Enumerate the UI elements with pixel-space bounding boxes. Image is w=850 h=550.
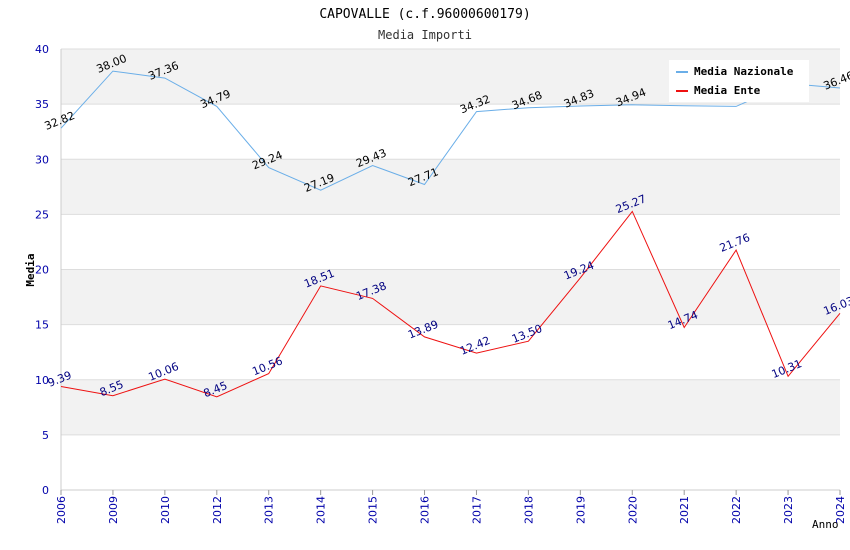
y-tick-label: 25 <box>35 208 49 221</box>
grid-band <box>61 159 840 215</box>
legend-label: Media Ente <box>694 84 761 97</box>
x-tick-label: 2021 <box>678 496 691 524</box>
grid-band <box>61 379 840 435</box>
grid-band <box>61 104 840 160</box>
y-tick-label: 0 <box>42 484 49 497</box>
x-tick-label: 2023 <box>782 496 795 524</box>
chart-subtitle: Media Importi <box>378 28 472 42</box>
grid-band <box>61 324 840 380</box>
x-tick-label: 2016 <box>419 496 432 524</box>
x-tick-label: 2020 <box>626 496 639 524</box>
x-tick-label: 2009 <box>107 496 120 524</box>
legend-label: Media Nazionale <box>694 65 794 78</box>
y-tick-label: 10 <box>35 374 49 387</box>
grid-band <box>61 214 840 270</box>
y-tick-label: 40 <box>35 43 49 56</box>
x-axis-label: Anno <box>812 518 839 531</box>
series-line-media-ente <box>60 210 841 398</box>
y-tick-label: 20 <box>35 264 49 277</box>
grid-band <box>61 434 840 490</box>
x-tick-label: 2024 <box>834 496 847 524</box>
series-line-media-nazionale <box>60 70 841 191</box>
grid-band <box>61 269 840 325</box>
y-tick-label: 15 <box>35 319 49 332</box>
x-tick-label: 2012 <box>211 496 224 524</box>
x-tick-label: 2015 <box>367 496 380 524</box>
x-tick-label: 2006 <box>55 496 68 524</box>
x-tick-label: 2010 <box>159 496 172 524</box>
y-axis-label: Media <box>24 253 37 286</box>
x-tick-label: 2014 <box>315 496 328 524</box>
x-tick-label: 2017 <box>470 496 483 524</box>
y-tick-label: 30 <box>35 153 49 166</box>
x-tick-label: 2022 <box>730 496 743 524</box>
y-tick-label: 5 <box>42 429 49 442</box>
x-tick-label: 2018 <box>522 496 535 524</box>
y-tick-label: 35 <box>35 98 49 111</box>
chart-title: CAPOVALLE (c.f.96000600179) <box>319 7 530 22</box>
legend-box <box>669 60 809 102</box>
x-tick-label: 2019 <box>574 496 587 524</box>
x-tick-label: 2013 <box>263 496 276 524</box>
